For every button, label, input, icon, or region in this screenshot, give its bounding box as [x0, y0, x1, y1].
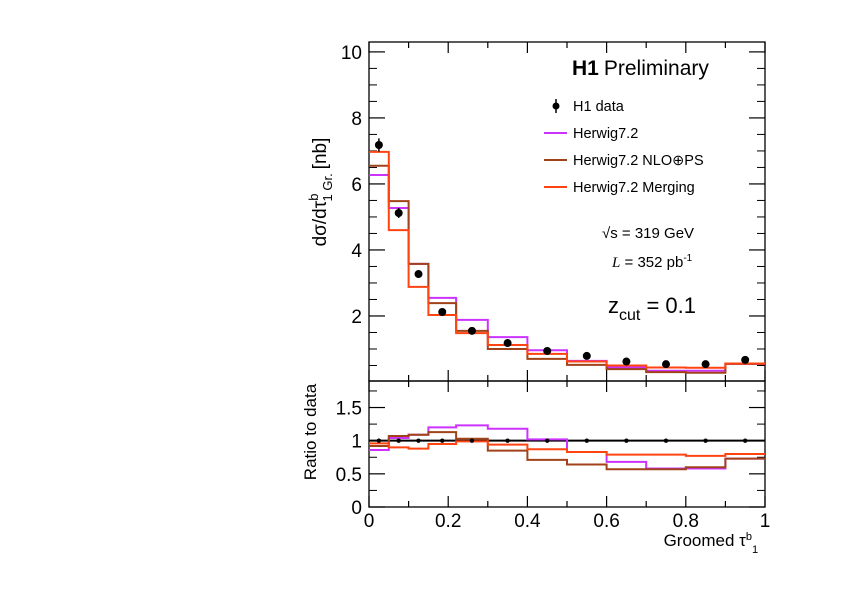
data-point [622, 357, 631, 366]
series-herwig7-2-nlo-ps [369, 431, 765, 471]
data-point [503, 339, 512, 348]
data-point [505, 438, 510, 443]
hist-line [369, 440, 765, 457]
main-y-tick-labels: 2 4 6 8 10 [341, 43, 363, 328]
svg-text:dσ/dτb1 Gr.[nb]: dσ/dτb1 Gr. [nb] [306, 138, 335, 247]
main-y-tick-label: 8 [351, 109, 362, 130]
main-series [369, 138, 765, 374]
main-y-tick-label: 4 [351, 241, 362, 262]
sqrt-s-annotation: √s = 319 GeV [602, 225, 694, 242]
series-herwig7-2-merging [369, 150, 765, 369]
series-herwig7-2-merging [369, 440, 765, 457]
y-axis-title-sup: b [306, 194, 321, 201]
ratio-y-tick-label: 0 [351, 498, 362, 519]
main-plot-frame [368, 41, 766, 382]
series-data-points [374, 138, 750, 369]
ratio-y-tick-labels: 0 0.5 1 1.5 [336, 399, 362, 519]
legend-label: H1 data [573, 99, 625, 115]
data-point [663, 438, 669, 443]
x-tick-label: 0.6 [593, 511, 619, 532]
zcut-symbol: z [608, 293, 619, 318]
ratio-x-ticks [368, 381, 766, 507]
ratio-y-axis-label: Ratio to data [301, 383, 320, 480]
lumi-annotation: L = 352 pb-1 [611, 253, 693, 271]
x-tick-label: 0 [364, 511, 375, 532]
zcut-value: = 0.1 [640, 293, 696, 318]
ratio-y-tick-label: 0.5 [336, 465, 362, 486]
ratio-y-tick-label: 1.5 [336, 399, 362, 420]
ratio-y-axis-title: Ratio to data [301, 383, 320, 480]
zcut-annotation: zcut = 0.1 [608, 293, 696, 324]
legend-entry-herwig: Herwig7.2 [544, 126, 638, 142]
data-point [376, 438, 382, 443]
x-tick-label: 0.8 [673, 511, 699, 532]
main-y-ticks [369, 51, 765, 366]
experiment-header: H1 Preliminary [572, 57, 709, 80]
annotations: √s = 319 GeV L = 352 pb-1 zcut = 0.1 [602, 225, 696, 324]
hist-line [369, 164, 765, 374]
sqrt-symbol: √ [602, 225, 611, 242]
legend-label: Herwig7.2 NLO⊕PS [573, 153, 704, 169]
data-point [624, 438, 629, 443]
data-point [469, 438, 475, 443]
experiment-name: H1 [572, 57, 599, 80]
x-tick-labels: 0 0.2 0.4 0.6 0.8 1 [364, 511, 771, 532]
data-point [701, 360, 710, 369]
data-point [416, 438, 421, 443]
zcut-subscript: cut [619, 307, 641, 324]
main-y-tick-label: 10 [341, 43, 362, 64]
y-axis-title-sub: 1 Gr. [320, 173, 335, 201]
data-point [743, 438, 748, 443]
x-axis-title-sub: 1 [752, 544, 758, 556]
data-point [467, 326, 476, 335]
legend-marker-data [552, 102, 560, 110]
lumi-sup: -1 [683, 253, 692, 264]
legend-label: Herwig7.2 Merging [573, 180, 695, 196]
data-point [584, 438, 589, 443]
ratio-y-tick-label: 1 [351, 432, 362, 453]
data-point [545, 438, 550, 443]
x-axis-title: Groomed τb [664, 531, 752, 550]
main-x-ticks [368, 42, 766, 381]
main-y-tick-label: 6 [351, 175, 362, 196]
data-point [438, 308, 447, 317]
y-axis-title-main: dσ/dτ [310, 200, 331, 246]
data-point [741, 355, 750, 364]
main-y-tick-label: 2 [351, 307, 362, 328]
data-point [703, 438, 708, 443]
data-point [374, 140, 383, 149]
data-point [394, 208, 403, 217]
lumi-symbol: L [611, 255, 620, 271]
x-axis-title-sup: b [746, 531, 752, 543]
legend-entry-h1-data: H1 data [552, 99, 625, 115]
preliminary-label: Preliminary [604, 57, 710, 80]
ratio-series [369, 424, 765, 471]
lumi-value: = 352 pb [620, 254, 683, 271]
data-point [582, 351, 591, 360]
data-point [662, 360, 670, 369]
data-point [396, 438, 401, 443]
x-tick-label: 0.2 [435, 511, 461, 532]
x-tick-label: 1 [760, 511, 771, 532]
legend-label: Herwig7.2 [573, 126, 638, 142]
x-tick-label: 0.4 [514, 511, 541, 532]
hist-line [369, 431, 765, 471]
series-data-points [376, 438, 748, 443]
x-axis-title-main: Groomed τ [664, 531, 747, 550]
legend-entry-merging: Herwig7.2 Merging [544, 180, 695, 196]
data-point [543, 346, 552, 355]
series-herwig7-2-nlo-ps [369, 164, 765, 374]
data-point [414, 270, 423, 279]
hist-line [369, 150, 765, 369]
main-y-axis-title: dσ/dτb1 Gr. [nb] [306, 138, 335, 247]
data-point [440, 438, 445, 443]
sqrt-s-value: s = 319 GeV [610, 225, 694, 242]
y-axis-title-unit: [nb] [310, 138, 331, 170]
legend-entry-nlo-ps: Herwig7.2 NLO⊕PS [544, 153, 704, 169]
legend: H1 data Herwig7.2 Herwig7.2 NLO⊕PS Herwi… [544, 99, 704, 196]
